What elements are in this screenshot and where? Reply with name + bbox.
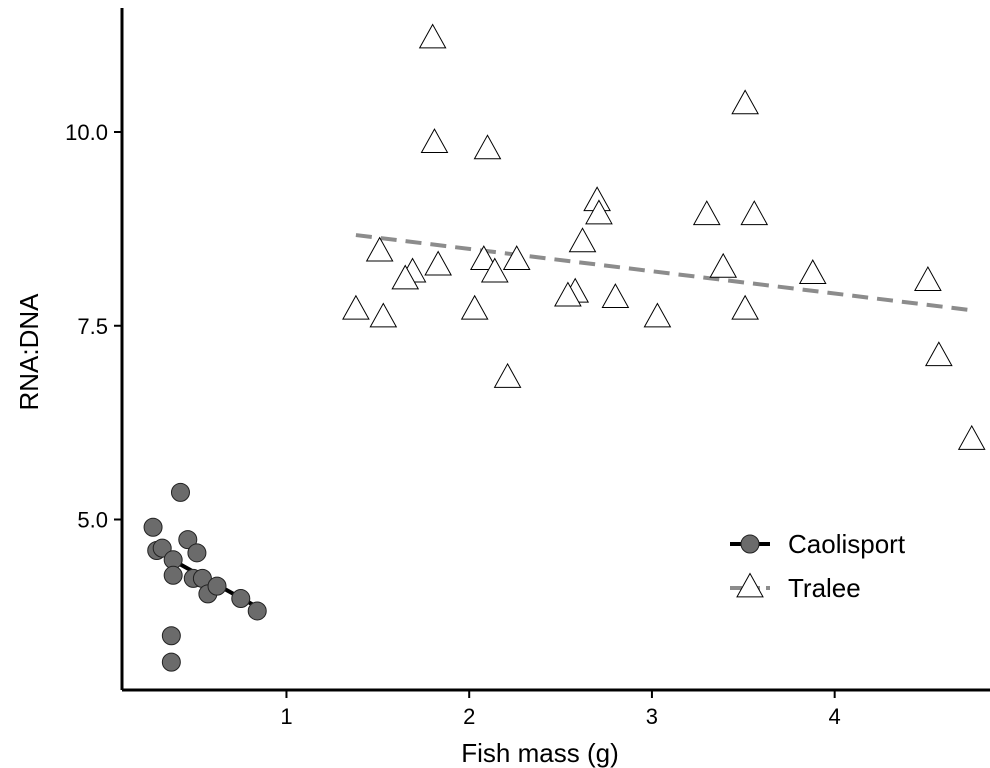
point-caolisport xyxy=(161,652,181,672)
point-tralee xyxy=(473,134,502,160)
point-tralee xyxy=(731,89,759,115)
point-caolisport xyxy=(170,482,190,502)
point-tralee xyxy=(585,199,613,225)
x-axis-title: Fish mass (g) xyxy=(461,738,618,768)
y-tick-label: 7.5 xyxy=(77,314,108,339)
plot-area xyxy=(143,23,986,672)
point-tralee xyxy=(424,250,452,276)
point-tralee xyxy=(740,200,769,226)
point-tralee xyxy=(554,281,582,307)
point-tralee xyxy=(601,283,630,309)
y-axis-title: RNA:DNA xyxy=(14,293,44,411)
point-tralee xyxy=(420,128,449,154)
axes: 1 2 3 4 5.0 7.5 10.0 xyxy=(65,8,990,729)
legend-label-tralee: Tralee xyxy=(788,573,861,603)
point-caolisport xyxy=(163,565,183,585)
point-caolisport xyxy=(187,543,207,563)
x-tick-label: 2 xyxy=(463,704,475,729)
y-tick-label: 5.0 xyxy=(77,508,108,533)
point-tralee xyxy=(502,245,531,271)
point-tralee xyxy=(469,245,498,271)
point-caolisport xyxy=(152,538,172,558)
x-tick-label: 1 xyxy=(280,704,292,729)
point-caolisport xyxy=(231,589,251,609)
point-caolisport xyxy=(178,530,198,550)
point-tralee xyxy=(460,294,489,320)
point-tralee xyxy=(391,264,420,290)
legend-label-caolisport: Caolisport xyxy=(788,529,906,559)
point-tralee xyxy=(924,341,953,367)
legend-marker-caolisport xyxy=(740,534,760,554)
point-tralee xyxy=(365,236,394,262)
y-tick-label: 10.0 xyxy=(65,120,108,145)
point-tralee xyxy=(914,266,942,291)
x-tick-label: 3 xyxy=(646,704,658,729)
x-tick-label: 4 xyxy=(829,704,841,729)
point-caolisport xyxy=(143,517,163,537)
point-tralee xyxy=(418,23,447,49)
point-tralee xyxy=(957,424,986,450)
legend-marker-tralee xyxy=(736,572,764,598)
point-caolisport xyxy=(161,626,181,646)
point-tralee xyxy=(568,227,597,253)
legend: Caolisport Tralee xyxy=(730,529,906,603)
point-caolisport xyxy=(247,601,267,621)
point-tralee xyxy=(709,252,738,278)
point-tralee xyxy=(369,302,398,328)
point-tralee xyxy=(493,362,522,388)
point-tralee xyxy=(480,257,509,283)
point-tralee xyxy=(643,302,672,328)
point-tralee xyxy=(342,294,370,320)
point-tralee xyxy=(798,259,827,284)
point-caolisport xyxy=(207,576,227,596)
point-tralee xyxy=(731,294,759,320)
trend-line-tralee xyxy=(355,233,972,313)
point-tralee xyxy=(692,200,721,226)
